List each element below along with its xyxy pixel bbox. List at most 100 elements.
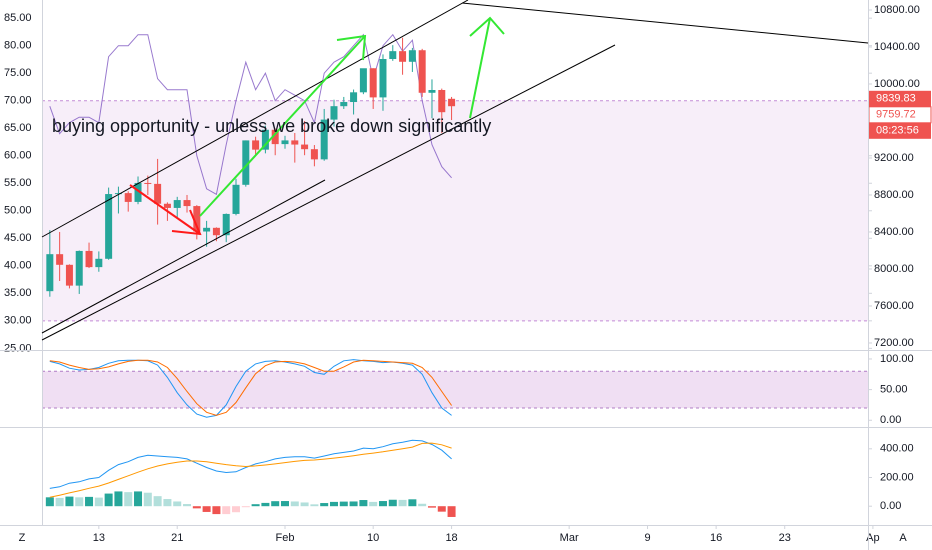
drawings (41, 0, 869, 341)
histogram-bar (163, 499, 172, 507)
trend-line (41, 44, 616, 341)
price-label: 9759.72 (876, 109, 916, 121)
candle-body (428, 89, 436, 93)
rsi-band (42, 100, 868, 321)
stoch-line (49, 359, 453, 416)
candle-body (330, 106, 338, 120)
red-arrow-head (171, 209, 202, 236)
candle-body (65, 264, 73, 286)
x-tick-label: 23 (779, 532, 791, 544)
y-tick-label: 10400.00 (874, 41, 920, 53)
candle-body (252, 140, 260, 150)
histogram-bar (65, 496, 74, 507)
histogram-bar (339, 501, 348, 507)
candle-body (301, 144, 309, 150)
green-arrow-head (469, 16, 505, 37)
y-tick-label: 75.00 (4, 67, 32, 79)
candle-body (448, 98, 456, 107)
candle-body (203, 227, 211, 232)
rsi-line (49, 33, 452, 196)
histogram-bar (85, 496, 94, 507)
price-label-box (869, 90, 931, 107)
y-tick-label: 70.00 (4, 95, 32, 107)
candle-body (124, 193, 132, 202)
y-tick-label: 8800.00 (874, 189, 914, 201)
annotation-text: buying opportunity - unless we broke dow… (52, 116, 491, 136)
histogram-bar (222, 506, 231, 515)
y-tick-label: 50.00 (880, 384, 908, 396)
y-tick-label: 7200.00 (874, 337, 914, 349)
price-label: 9839.83 (876, 93, 916, 105)
y-tick-label: 45.00 (4, 232, 32, 244)
histogram-bar (232, 506, 241, 513)
countdown: 08:23:56 (876, 125, 919, 137)
histogram-bar (408, 499, 417, 507)
y-tick-label: 25.00 (4, 342, 32, 354)
candle-body (340, 102, 348, 107)
countdown-box (869, 122, 931, 139)
candle-body (310, 149, 318, 160)
histogram-bar (359, 500, 368, 507)
x-tick-label: 10 (367, 532, 379, 544)
green-arrow (469, 17, 491, 119)
plot-layer: 7200.007600.008000.008400.008800.009200.… (4, 4, 932, 544)
trend-line (461, 2, 869, 44)
histogram-bar (418, 503, 427, 507)
candle-body (379, 59, 387, 98)
y-tick-label: 40.00 (4, 260, 32, 272)
candle-body (320, 119, 328, 160)
x-tick-label: 18 (445, 532, 457, 544)
y-tick-label: 30.00 (4, 315, 32, 327)
candle-body (291, 140, 299, 145)
y-tick-label: 0.00 (880, 414, 901, 426)
x-tick-label: 9 (644, 532, 650, 544)
candle-body (350, 92, 358, 103)
candle-body (46, 254, 54, 292)
candle-body (183, 200, 191, 207)
stoch-band (42, 371, 868, 408)
macd-line (49, 442, 452, 498)
x-tick-label: Feb (276, 532, 295, 544)
histogram-bar (251, 504, 260, 507)
y-tick-label: 50.00 (4, 205, 32, 217)
histogram-bar (192, 506, 201, 509)
candle-body (114, 193, 122, 195)
candle-body (95, 258, 103, 268)
histogram-bar (104, 493, 113, 507)
y-tick-label: 400.00 (880, 443, 914, 455)
histogram-bar (114, 491, 123, 507)
histogram-bar (45, 497, 54, 507)
histogram-bar (280, 501, 289, 507)
y-tick-label: 65.00 (4, 122, 32, 134)
candle-body (105, 194, 113, 259)
histogram-bar (447, 506, 456, 517)
x-tick-label: 21 (171, 532, 183, 544)
y-tick-label: 8400.00 (874, 226, 914, 238)
stoch-line (49, 359, 452, 418)
y-tick-label: 85.00 (4, 12, 32, 24)
trend-line (41, 0, 469, 238)
histogram-bar (55, 497, 64, 507)
candle-body (232, 184, 240, 214)
timezone-button[interactable]: Z (19, 532, 26, 544)
candle-body (56, 254, 64, 265)
candle-body (75, 250, 83, 286)
y-tick-label: 60.00 (4, 150, 32, 162)
histogram-bar (300, 502, 309, 507)
histogram-bar (388, 499, 397, 507)
x-tick-label: 13 (93, 532, 105, 544)
candle-body (418, 50, 426, 93)
histogram-bar (143, 492, 152, 507)
candle-body (261, 129, 269, 150)
candle-body (173, 200, 181, 208)
candle-body (212, 227, 220, 236)
y-tick-label: 200.00 (880, 471, 914, 483)
y-tick-label: 9200.00 (874, 152, 914, 164)
x-tick-label: Ap (866, 532, 879, 544)
green-arrow (199, 35, 366, 217)
histogram-bar (378, 501, 387, 507)
auto-scale-button[interactable]: A (899, 532, 907, 544)
candle-body (438, 89, 446, 113)
candle-body (163, 203, 171, 208)
histogram-bar (398, 499, 407, 507)
